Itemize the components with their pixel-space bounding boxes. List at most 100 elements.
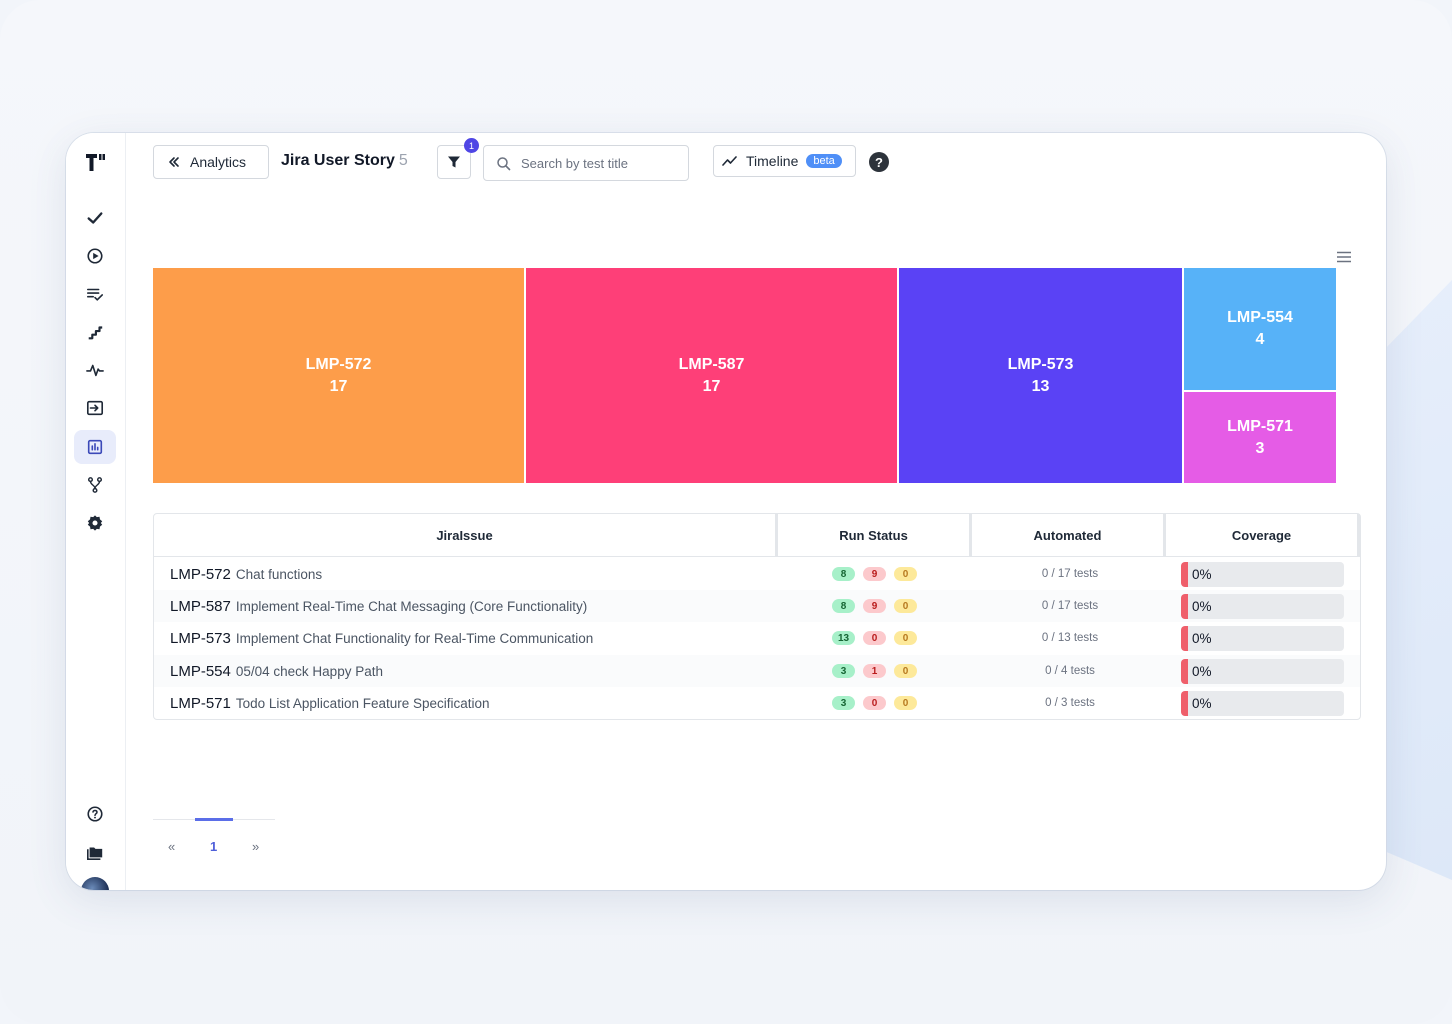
table-row[interactable]: LMP-554 05/04 check Happy Path 3 1 0 0 /… [154, 655, 1360, 687]
issue-cell: LMP-587 Implement Real-Time Chat Messagi… [170, 590, 587, 622]
treemap-tile-lmp-554[interactable]: LMP-554 4 [1184, 268, 1336, 390]
issue-cell: LMP-554 05/04 check Happy Path [170, 655, 383, 687]
coverage-label: 0% [1192, 631, 1212, 646]
treemap-chart: LMP-572 17 LMP-587 17 LMP-573 13 LMP-554 4 LMP-5… [153, 268, 1336, 483]
play-circle-icon[interactable] [74, 239, 116, 273]
run-status: 8 9 0 [832, 558, 917, 590]
pagination-active-indicator [195, 818, 233, 821]
back-to-analytics-button[interactable]: Analytics [153, 145, 269, 179]
page-title-text: Jira User Story [281, 152, 395, 169]
timeline-label: Timeline [746, 153, 799, 169]
search-input[interactable] [521, 155, 681, 171]
back-button-label: Analytics [190, 154, 247, 170]
skipped-count-badge: 0 [894, 599, 917, 613]
run-status: 3 1 0 [832, 655, 917, 687]
tile-label: LMP-587 [678, 355, 745, 373]
page-1-button[interactable]: 1 [210, 839, 218, 854]
prev-page-button[interactable]: « [168, 839, 176, 854]
issue-key[interactable]: LMP-573 [170, 629, 231, 647]
treemap-tile-lmp-572[interactable]: LMP-572 17 [153, 268, 524, 483]
column-separator [775, 514, 778, 557]
passed-count-badge: 3 [832, 664, 855, 678]
branch-icon[interactable] [74, 468, 116, 502]
column-separator [1357, 514, 1360, 557]
automated-count: 0 / 4 tests [1045, 665, 1095, 677]
list-check-icon[interactable] [74, 277, 116, 311]
coverage-label: 0% [1192, 567, 1212, 582]
coverage-marker [1181, 594, 1188, 619]
chart-menu-icon[interactable] [1336, 250, 1352, 263]
passed-count-badge: 3 [832, 696, 855, 710]
timeline-button[interactable]: Timeline beta [713, 145, 856, 177]
folders-icon[interactable] [74, 835, 116, 869]
import-icon[interactable] [74, 391, 116, 425]
run-status: 3 0 0 [832, 687, 917, 719]
help-button[interactable]: ? [869, 152, 889, 172]
coverage-label: 0% [1192, 664, 1212, 679]
issue-title: 05/04 check Happy Path [235, 663, 383, 679]
skipped-count-badge: 0 [894, 567, 917, 581]
double-chevron-left-icon [169, 157, 179, 167]
help-circle-icon[interactable] [74, 797, 116, 831]
failed-count-badge: 9 [863, 599, 886, 613]
issue-title: Todo List Application Feature Specificat… [235, 695, 490, 711]
beta-badge: beta [806, 154, 842, 168]
next-page-button[interactable]: » [252, 839, 260, 854]
failed-count-badge: 0 [863, 631, 886, 645]
treemap-tile-lmp-573[interactable]: LMP-573 13 [899, 268, 1182, 483]
tile-label: LMP-554 [1227, 309, 1293, 326]
tile-value: 4 [1255, 331, 1265, 348]
tile-value: 17 [329, 377, 348, 395]
column-header-jiraissue[interactable]: JiraIssue [436, 528, 493, 543]
coverage-marker [1181, 626, 1188, 651]
tile-value: 13 [1031, 377, 1050, 395]
issue-key[interactable]: LMP-571 [170, 694, 231, 712]
issue-cell: LMP-571 Todo List Application Feature Sp… [170, 687, 490, 719]
automated-count: 0 / 13 tests [1041, 632, 1099, 644]
issues-table: JiraIssue Run Status Automated Coverage … [153, 513, 1361, 720]
table-row[interactable]: LMP-573 Implement Chat Functionality for… [154, 622, 1360, 654]
analytics-icon[interactable] [74, 430, 116, 464]
table-row[interactable]: LMP-587 Implement Real-Time Chat Messagi… [154, 590, 1360, 622]
coverage-marker [1181, 562, 1188, 587]
automated-count: 0 / 3 tests [1045, 697, 1095, 709]
failed-count-badge: 9 [863, 567, 886, 581]
run-status: 8 9 0 [832, 590, 917, 622]
avatar[interactable] [81, 877, 109, 890]
column-header-automated[interactable]: Automated [1033, 528, 1102, 543]
automated-count: 0 / 17 tests [1041, 600, 1099, 612]
search-icon [497, 156, 511, 170]
page-title-count: 5 [398, 152, 408, 169]
coverage-bar: 0% [1181, 691, 1344, 716]
coverage-label: 0% [1192, 599, 1212, 614]
coverage-bar: 0% [1181, 562, 1344, 587]
app-logo[interactable] [84, 151, 106, 173]
failed-count-badge: 1 [863, 664, 886, 678]
passed-count-badge: 8 [832, 567, 855, 581]
issue-key[interactable]: LMP-554 [170, 662, 231, 680]
gear-icon[interactable] [74, 506, 116, 540]
issue-title: Implement Real-Time Chat Messaging (Core… [235, 598, 588, 614]
skipped-count-badge: 0 [894, 696, 917, 710]
issue-key[interactable]: LMP-572 [170, 565, 231, 583]
treemap-tile-lmp-571[interactable]: LMP-571 3 [1184, 392, 1336, 483]
steps-icon[interactable] [74, 315, 116, 349]
treemap-tile-lmp-587[interactable]: LMP-587 17 [526, 268, 897, 483]
column-header-coverage[interactable]: Coverage [1231, 528, 1292, 543]
column-header-run-status[interactable]: Run Status [839, 528, 908, 543]
issue-key[interactable]: LMP-587 [170, 597, 231, 615]
table-row[interactable]: LMP-571 Todo List Application Feature Sp… [154, 687, 1360, 719]
issue-title: Chat functions [235, 566, 323, 582]
coverage-bar: 0% [1181, 626, 1344, 651]
run-status: 13 0 0 [832, 622, 917, 654]
issue-cell: LMP-572 Chat functions [170, 558, 322, 590]
pulse-icon[interactable] [74, 353, 116, 387]
tile-label: LMP-573 [1007, 355, 1074, 373]
column-separator [969, 514, 972, 557]
tile-label: LMP-571 [1227, 417, 1293, 435]
check-icon[interactable] [74, 201, 116, 235]
page-title: Jira User Story 5 [281, 152, 408, 170]
passed-count-badge: 8 [832, 599, 855, 613]
table-row[interactable]: LMP-572 Chat functions 8 9 0 0 / 17 test… [154, 558, 1360, 590]
